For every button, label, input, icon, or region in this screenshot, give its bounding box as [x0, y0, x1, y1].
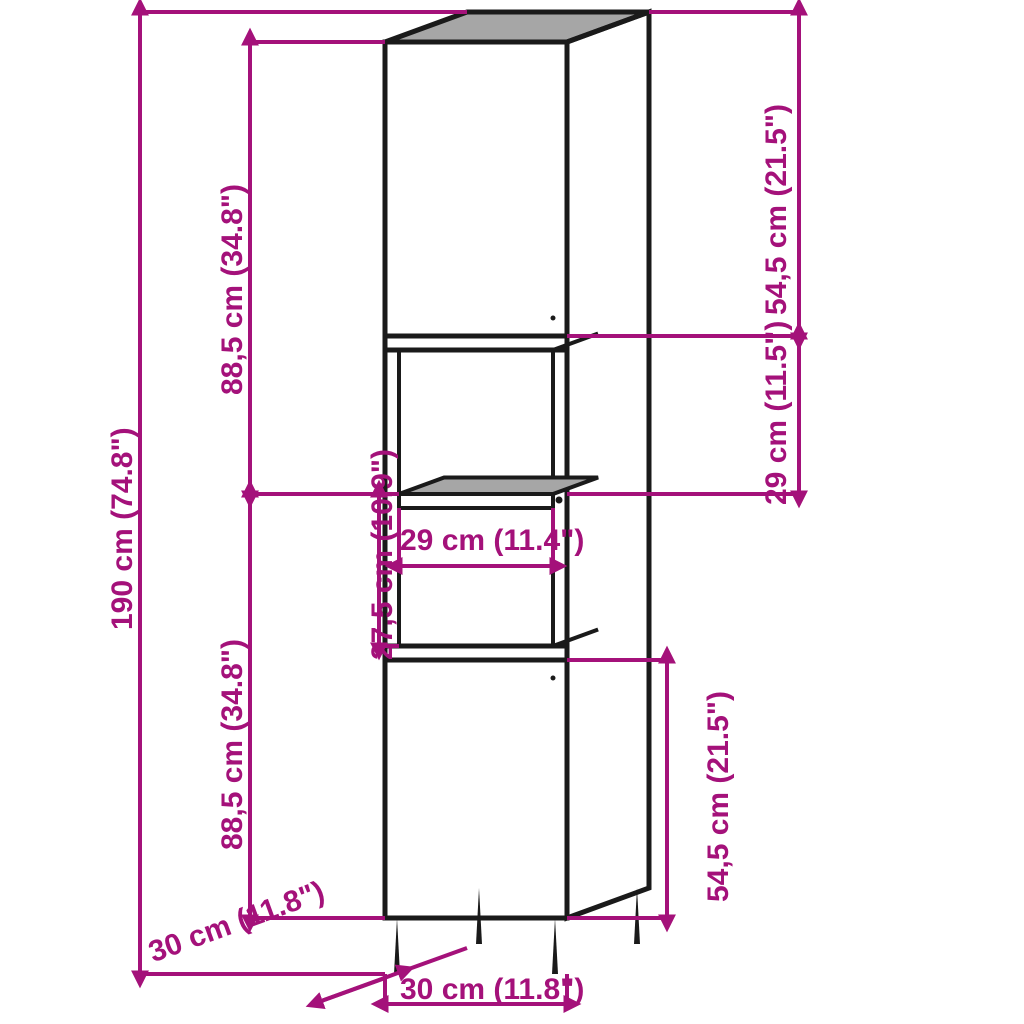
dim-shelf-width: 29 cm (11.4"): [400, 526, 584, 556]
dim-half-upper: 88,5 cm (34.8"): [218, 184, 248, 395]
dim-total-height: 190 cm (74.8"): [108, 427, 138, 630]
dim-base-width: 30 cm (11.8"): [400, 975, 584, 1005]
dim-open-section: 29 cm (11.5"): [762, 321, 792, 505]
dim-lower-door: 54,5 cm (21.5"): [704, 691, 734, 902]
dim-shelf-depth: 27,5 cm (10.9"): [368, 449, 398, 660]
dim-half-lower: 88,5 cm (34.8"): [218, 639, 248, 850]
dim-upper-door: 54,5 cm (21.5"): [762, 104, 792, 315]
